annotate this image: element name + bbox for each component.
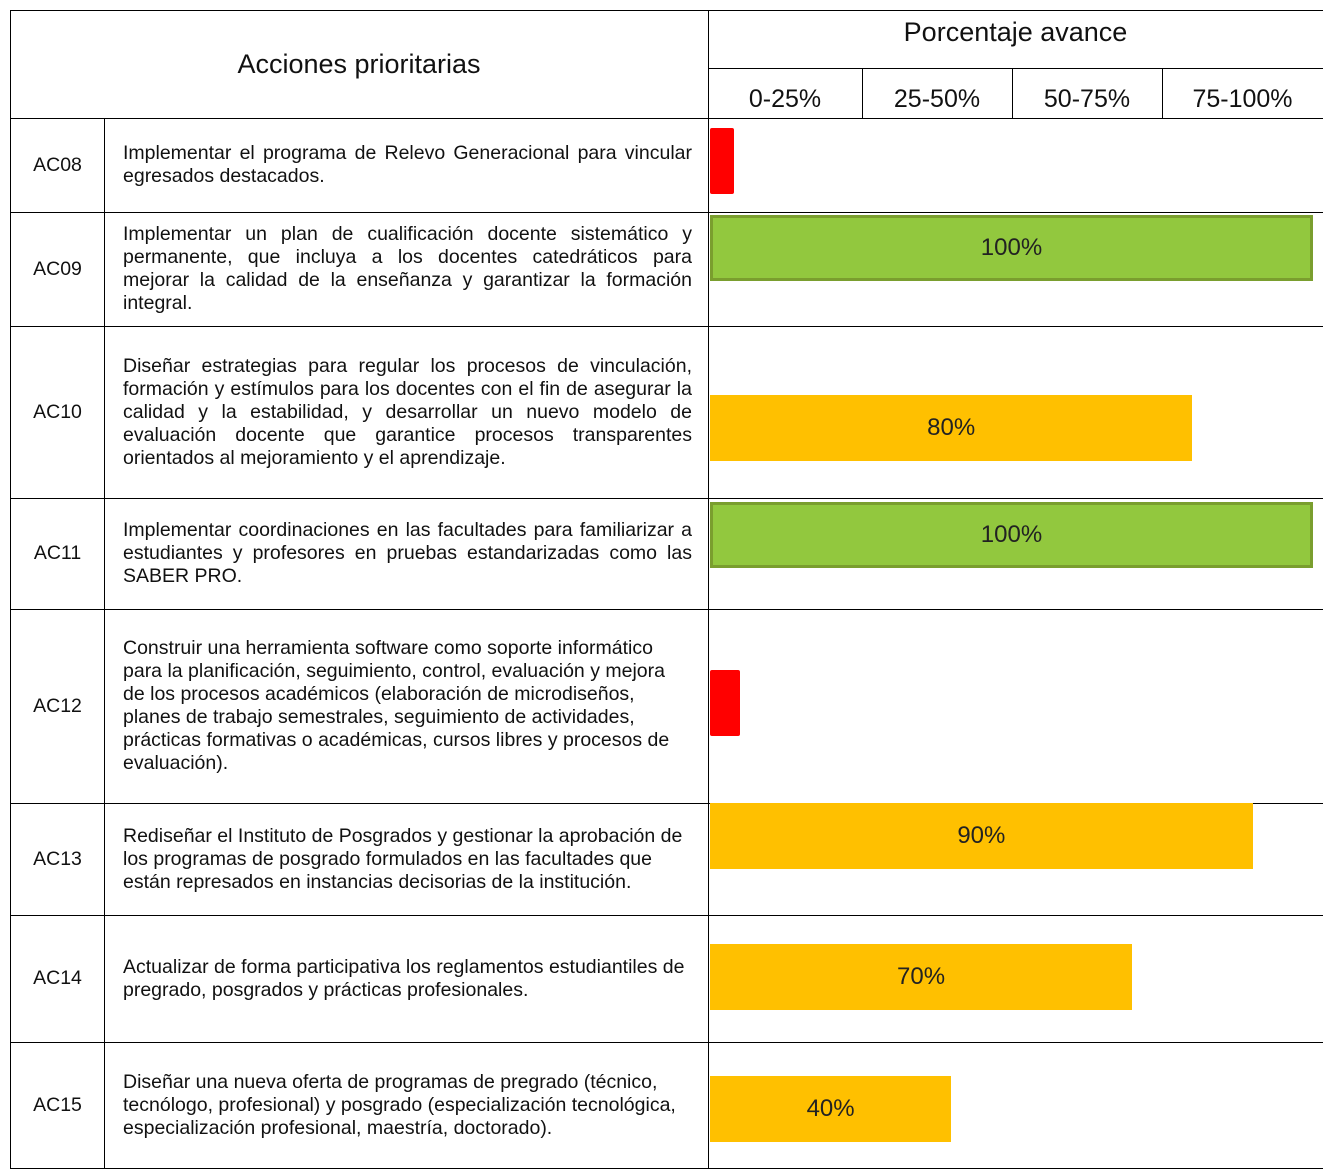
action-text-content: Implementar coordinaciones en las facult… xyxy=(123,519,692,587)
border xyxy=(10,498,1323,499)
border xyxy=(708,68,1323,69)
action-text-content: Diseñar una nueva oferta de programas de… xyxy=(123,1071,676,1139)
action-code: AC10 xyxy=(33,400,82,423)
border xyxy=(708,10,709,1169)
progress-bar xyxy=(710,670,741,736)
action-text: Diseñar estrategias para regular los pro… xyxy=(105,326,708,498)
action-text-content: Rediseñar el Instituto de Posgrados y ge… xyxy=(123,824,683,893)
border xyxy=(10,326,1323,327)
border xyxy=(10,1042,1323,1043)
progress-bar: 40% xyxy=(710,1076,952,1142)
action-text: Rediseñar el Instituto de Posgrados y ge… xyxy=(105,803,708,915)
header-title: Acciones prioritarias xyxy=(237,48,481,79)
action-code: AC14 xyxy=(33,967,82,989)
border xyxy=(10,609,1323,610)
bar-label: 70% xyxy=(897,963,946,990)
action-code: AC13 xyxy=(33,847,82,870)
action-text-content: Construir una herramienta software como … xyxy=(123,637,670,774)
bar-label: 100% xyxy=(980,234,1043,261)
progress-bar xyxy=(710,128,735,194)
action-code: AC08 xyxy=(33,153,82,176)
range-header: 50-75% xyxy=(1043,84,1131,113)
action-text-content: Implementar un plan de cualificación doc… xyxy=(123,223,692,314)
action-code: AC11 xyxy=(33,542,82,564)
action-text: Implementar el programa de Relevo Genera… xyxy=(105,118,708,212)
border xyxy=(10,10,11,1169)
border xyxy=(1162,68,1163,118)
bar-label: 80% xyxy=(927,414,976,441)
border xyxy=(104,118,105,1169)
border xyxy=(10,118,1323,119)
action-text-content: Diseñar estrategias para regular los pro… xyxy=(123,354,692,469)
range-header: 25-50% xyxy=(893,84,981,113)
border xyxy=(10,10,1323,11)
action-code: AC09 xyxy=(33,257,82,280)
border xyxy=(10,212,1323,213)
action-text: Implementar coordinaciones en las facult… xyxy=(105,498,708,609)
action-text: Actualizar de forma participativa los re… xyxy=(105,915,708,1042)
progress-bar: 70% xyxy=(710,944,1133,1010)
border xyxy=(10,803,1323,804)
action-text: Implementar un plan de cualificación doc… xyxy=(105,212,708,326)
progress-title: Porcentaje avance xyxy=(903,17,1128,47)
action-text: Diseñar una nueva oferta de programas de… xyxy=(105,1042,708,1169)
bar-label: 100% xyxy=(980,521,1043,548)
border xyxy=(862,68,863,118)
progress-bar: 90% xyxy=(710,803,1253,869)
bar-label: 90% xyxy=(957,822,1006,849)
border xyxy=(10,915,1323,916)
action-code: AC15 xyxy=(33,1094,82,1116)
action-text-content: Implementar el programa de Relevo Genera… xyxy=(123,142,692,187)
action-code: AC12 xyxy=(33,694,82,717)
action-text-content: Actualizar de forma participativa los re… xyxy=(123,955,685,1001)
range-header: 0-25% xyxy=(748,84,822,113)
border xyxy=(1012,68,1013,118)
progress-bar: 100% xyxy=(710,215,1313,281)
progress-bar: 80% xyxy=(710,395,1193,461)
progress-bar: 100% xyxy=(710,502,1313,568)
action-text: Construir una herramienta software como … xyxy=(105,609,708,803)
range-header: 75-100% xyxy=(1192,84,1293,113)
bar-label: 40% xyxy=(806,1095,855,1122)
